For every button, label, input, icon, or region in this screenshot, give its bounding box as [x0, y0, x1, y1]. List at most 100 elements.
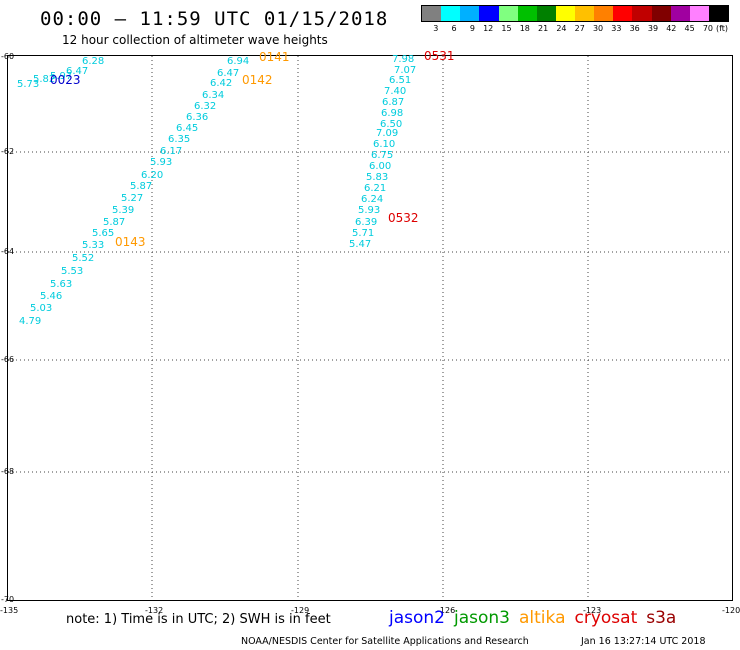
legend-level-label: 36 — [629, 24, 640, 33]
swh-value-label: 5.65 — [92, 228, 114, 239]
pass-time-label: 0532 — [388, 211, 419, 225]
pass-time-labels: 0023 0141 0142 0143 0531 0532 — [50, 49, 455, 249]
satellite-legend: jason2 jason3 altika cryosat s3a — [389, 608, 685, 628]
swh-value-label: 5.53 — [61, 266, 83, 277]
swh-value-label: 6.75 — [371, 150, 393, 161]
swh-value-label: 6.50 — [380, 119, 402, 130]
legend-swatch — [479, 6, 499, 21]
swh-value-label: 6.87 — [382, 97, 404, 108]
legend-level-label: 24 — [556, 24, 567, 33]
swh-value-label: 6.47 — [217, 68, 239, 79]
legend-labels: 3 6 9 12 15 18 21 24 27 30 33 36 39 42 45 70 (ft) — [421, 24, 729, 33]
pass-time-label: 0023 — [50, 73, 81, 87]
map-tick-labels: -135 -132 -129 -126 -123 -120 -60 -62 -64 -66 -68 -… — [0, 52, 740, 615]
legend-level-label: 9 — [469, 24, 475, 33]
swh-value-label: 6.35 — [168, 134, 190, 145]
swh-value-label: 6.17 — [160, 146, 182, 157]
swh-value-label: 6.47 — [66, 66, 88, 77]
legend-level-label: 39 — [647, 24, 659, 33]
legend-swatch — [441, 6, 461, 21]
satellite-name-jason2: jason2 — [389, 608, 445, 628]
legend-level-label: 15 — [501, 24, 512, 33]
legend-level-label: 27 — [574, 24, 585, 33]
swh-value-label: 6.10 — [373, 139, 395, 150]
swh-value-label: 6.45 — [176, 123, 198, 134]
legend-swatch — [689, 6, 709, 21]
latitude-tick-label: -68 — [1, 467, 14, 476]
swh-value-label: 7.09 — [376, 128, 398, 139]
swh-value-label: 5.97 — [50, 71, 72, 82]
satellite-name-s3a: s3a — [646, 608, 677, 628]
swh-value-label: 6.98 — [381, 108, 403, 119]
page-subtitle: 12 hour collection of altimeter wave hei… — [62, 33, 328, 47]
satellite-name-jason3: jason3 — [454, 608, 510, 628]
swh-value-label: 6.34 — [202, 90, 224, 101]
swh-value-label: 6.39 — [355, 217, 377, 228]
swh-tracks: 6.286.475.975.825.736.946.476.426.346.32… — [17, 54, 416, 327]
swh-value-label: 5.52 — [72, 253, 94, 264]
legend-level-label: 18 — [519, 24, 530, 33]
legend-level-label: 42 — [666, 24, 677, 33]
longitude-tick-label: -123 — [583, 606, 601, 615]
swh-value-label: 5.93 — [358, 205, 380, 216]
legend-swatch — [594, 6, 614, 21]
swh-value-label: 5.27 — [121, 193, 143, 204]
timestamp-text: Jan 16 13:27:14 UTC 2018 — [581, 636, 706, 647]
footer-note: note: 1) Time is in UTC; 2) SWH is in fe… — [66, 612, 331, 627]
latitude-tick-label: -62 — [1, 147, 14, 156]
legend-swatch — [651, 6, 671, 21]
legend-level-label: 6 — [451, 24, 457, 33]
legend-level-label: 30 — [592, 24, 604, 33]
legend-swatch — [575, 6, 595, 21]
swh-value-label: 5.47 — [349, 239, 371, 250]
latitude-tick-label: -64 — [1, 247, 14, 256]
color-legend: 3 6 9 12 15 18 21 24 27 30 33 36 39 42 45 70 (ft) — [421, 5, 729, 37]
swh-value-label: 6.51 — [389, 75, 411, 86]
swh-value-label: 5.83 — [366, 172, 388, 183]
longitude-tick-label: -120 — [722, 606, 740, 615]
longitude-tick-label: -129 — [291, 606, 309, 615]
longitude-tick-label: -126 — [437, 606, 455, 615]
swh-value-label: 6.36 — [186, 112, 208, 123]
swh-value-label: 6.00 — [369, 161, 391, 172]
credit-text: NOAA/NESDIS Center for Satellite Applica… — [241, 636, 529, 647]
latitude-tick-label: -66 — [1, 355, 14, 364]
swh-value-label: 6.32 — [194, 101, 216, 112]
swh-value-label: 5.93 — [150, 157, 172, 168]
swh-value-label: 6.42 — [210, 78, 232, 89]
map-frame — [7, 55, 733, 601]
legend-level-label: 33 — [611, 24, 622, 33]
swh-value-label: 5.87 — [103, 217, 125, 228]
swh-value-label: 7.40 — [384, 86, 406, 97]
pass-time-label: 0142 — [242, 73, 273, 87]
swh-value-label: 4.79 — [19, 316, 41, 327]
swh-value-label: 5.82 — [33, 74, 55, 85]
latitude-tick-label: -60 — [1, 52, 14, 61]
legend-level-label: 21 — [538, 24, 549, 33]
pass-time-label: 0143 — [115, 235, 146, 249]
legend-level-label: 12 — [483, 24, 494, 33]
legend-swatch — [422, 6, 442, 21]
legend-swatch — [460, 6, 480, 21]
legend-swatch — [613, 6, 633, 21]
pass-time-label: 0531 — [424, 49, 455, 63]
page-title: 00:00 – 11:59 UTC 01/15/2018 — [40, 8, 389, 30]
swh-value-label: 5.87 — [130, 181, 152, 192]
legend-level-label: 3 — [433, 24, 439, 33]
swh-value-label: 6.20 — [141, 170, 163, 181]
longitude-tick-label: -132 — [145, 606, 163, 615]
legend-level-label: 70 — [702, 24, 713, 33]
swh-value-label: 5.73 — [17, 79, 39, 90]
swh-value-label: 6.28 — [82, 56, 104, 67]
legend-unit-label: (ft) — [716, 24, 729, 33]
swh-value-label: 5.39 — [112, 205, 134, 216]
swh-value-label: 5.63 — [50, 279, 72, 290]
latitude-tick-label: -70 — [1, 595, 14, 604]
swh-value-label: 5.33 — [82, 240, 104, 251]
swh-value-label: 5.71 — [352, 228, 374, 239]
legend-swatch — [498, 6, 518, 21]
legend-swatch — [555, 6, 575, 21]
legend-swatch — [632, 6, 652, 21]
legend-swatch — [708, 6, 728, 21]
legend-swatches — [421, 5, 729, 22]
